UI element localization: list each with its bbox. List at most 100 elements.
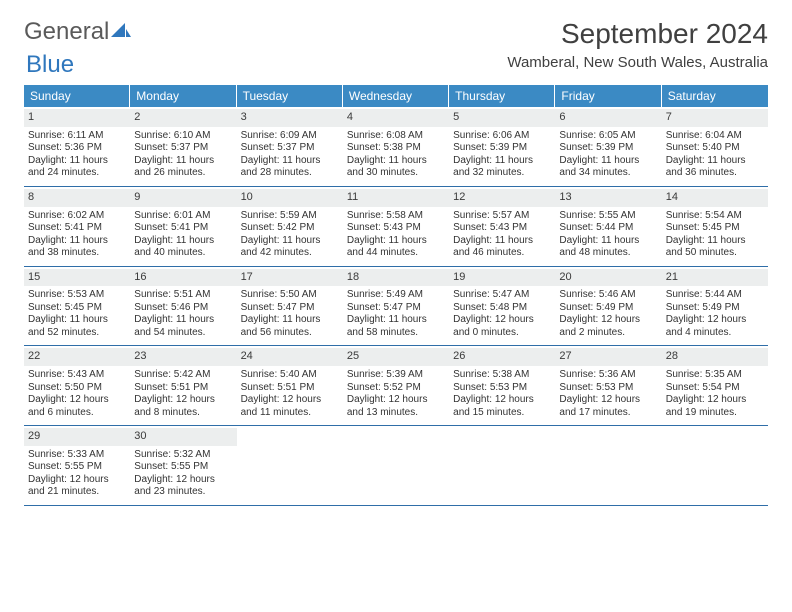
daylight-line: and 54 minutes. (134, 327, 232, 340)
calendar: Sunday Monday Tuesday Wednesday Thursday… (24, 85, 768, 506)
day-number: 6 (555, 109, 661, 127)
daylight-line: and 21 minutes. (28, 486, 126, 499)
week-row: 22Sunrise: 5:43 AMSunset: 5:50 PMDayligh… (24, 346, 768, 426)
sunset-line: Sunset: 5:43 PM (453, 222, 551, 235)
sunrise-line: Sunrise: 6:10 AM (134, 130, 232, 143)
sunset-line: Sunset: 5:52 PM (347, 382, 445, 395)
daylight-line: Daylight: 12 hours (28, 474, 126, 487)
sunrise-line: Sunrise: 6:06 AM (453, 130, 551, 143)
day-number: 21 (662, 269, 768, 287)
daylight-line: Daylight: 11 hours (347, 235, 445, 248)
day-number: 29 (24, 428, 130, 446)
brand-part2: Blue (26, 51, 74, 78)
daylight-line: Daylight: 12 hours (559, 314, 657, 327)
day-cell: 6Sunrise: 6:05 AMSunset: 5:39 PMDaylight… (555, 107, 661, 186)
day-number: 7 (662, 109, 768, 127)
daylight-line: Daylight: 11 hours (453, 155, 551, 168)
sunrise-line: Sunrise: 5:47 AM (453, 289, 551, 302)
sunset-line: Sunset: 5:38 PM (347, 142, 445, 155)
daylight-line: and 36 minutes. (666, 167, 764, 180)
sunset-line: Sunset: 5:48 PM (453, 302, 551, 315)
day-cell: 5Sunrise: 6:06 AMSunset: 5:39 PMDaylight… (449, 107, 555, 186)
day-number: 22 (24, 348, 130, 366)
sunset-line: Sunset: 5:51 PM (134, 382, 232, 395)
day-cell: 22Sunrise: 5:43 AMSunset: 5:50 PMDayligh… (24, 346, 130, 425)
brand-logo: General (24, 18, 133, 46)
daylight-line: and 58 minutes. (347, 327, 445, 340)
sunrise-line: Sunrise: 5:54 AM (666, 210, 764, 223)
sunset-line: Sunset: 5:53 PM (559, 382, 657, 395)
sunrise-line: Sunrise: 6:01 AM (134, 210, 232, 223)
daylight-line: Daylight: 12 hours (28, 394, 126, 407)
location: Wamberal, New South Wales, Australia (507, 54, 768, 71)
day-cell: 12Sunrise: 5:57 AMSunset: 5:43 PMDayligh… (449, 187, 555, 266)
day-cell (343, 426, 449, 505)
daylight-line: and 26 minutes. (134, 167, 232, 180)
brand-part1: General (24, 18, 109, 46)
daylight-line: Daylight: 11 hours (347, 314, 445, 327)
day-cell (449, 426, 555, 505)
daylight-line: and 56 minutes. (241, 327, 339, 340)
sunset-line: Sunset: 5:42 PM (241, 222, 339, 235)
sunset-line: Sunset: 5:53 PM (453, 382, 551, 395)
day-cell: 27Sunrise: 5:36 AMSunset: 5:53 PMDayligh… (555, 346, 661, 425)
day-cell: 11Sunrise: 5:58 AMSunset: 5:43 PMDayligh… (343, 187, 449, 266)
daylight-line: Daylight: 12 hours (347, 394, 445, 407)
sunrise-line: Sunrise: 6:04 AM (666, 130, 764, 143)
sunrise-line: Sunrise: 5:58 AM (347, 210, 445, 223)
sunrise-line: Sunrise: 5:53 AM (28, 289, 126, 302)
day-number: 30 (130, 428, 236, 446)
sunrise-line: Sunrise: 5:49 AM (347, 289, 445, 302)
day-number: 26 (449, 348, 555, 366)
daylight-line: and 52 minutes. (28, 327, 126, 340)
daylight-line: Daylight: 11 hours (134, 235, 232, 248)
daylight-line: and 32 minutes. (453, 167, 551, 180)
daylight-line: and 44 minutes. (347, 247, 445, 260)
dayhead-fri: Friday (555, 85, 661, 107)
daylight-line: Daylight: 12 hours (241, 394, 339, 407)
sunset-line: Sunset: 5:47 PM (347, 302, 445, 315)
sunset-line: Sunset: 5:51 PM (241, 382, 339, 395)
sunset-line: Sunset: 5:49 PM (559, 302, 657, 315)
day-cell: 2Sunrise: 6:10 AMSunset: 5:37 PMDaylight… (130, 107, 236, 186)
sunset-line: Sunset: 5:37 PM (241, 142, 339, 155)
daylight-line: Daylight: 11 hours (559, 155, 657, 168)
daylight-line: Daylight: 11 hours (453, 235, 551, 248)
day-number: 19 (449, 269, 555, 287)
daylight-line: and 13 minutes. (347, 407, 445, 420)
daylight-line: and 38 minutes. (28, 247, 126, 260)
sunrise-line: Sunrise: 6:08 AM (347, 130, 445, 143)
sunrise-line: Sunrise: 5:55 AM (559, 210, 657, 223)
day-cell (662, 426, 768, 505)
day-number: 11 (343, 189, 449, 207)
sunrise-line: Sunrise: 5:59 AM (241, 210, 339, 223)
day-number: 5 (449, 109, 555, 127)
day-number: 10 (237, 189, 343, 207)
sunset-line: Sunset: 5:45 PM (666, 222, 764, 235)
day-cell: 17Sunrise: 5:50 AMSunset: 5:47 PMDayligh… (237, 267, 343, 346)
sunrise-line: Sunrise: 5:32 AM (134, 449, 232, 462)
sunrise-line: Sunrise: 5:42 AM (134, 369, 232, 382)
day-cell: 3Sunrise: 6:09 AMSunset: 5:37 PMDaylight… (237, 107, 343, 186)
day-number: 16 (130, 269, 236, 287)
day-number: 1 (24, 109, 130, 127)
daylight-line: and 30 minutes. (347, 167, 445, 180)
daylight-line: and 11 minutes. (241, 407, 339, 420)
daylight-line: Daylight: 11 hours (134, 155, 232, 168)
daylight-line: and 8 minutes. (134, 407, 232, 420)
daylight-line: Daylight: 11 hours (241, 314, 339, 327)
sunset-line: Sunset: 5:47 PM (241, 302, 339, 315)
sunset-line: Sunset: 5:41 PM (134, 222, 232, 235)
daylight-line: Daylight: 12 hours (559, 394, 657, 407)
title-block: September 2024 Wamberal, New South Wales… (507, 18, 768, 71)
day-number: 25 (343, 348, 449, 366)
day-cell (237, 426, 343, 505)
week-row: 29Sunrise: 5:33 AMSunset: 5:55 PMDayligh… (24, 426, 768, 506)
sunset-line: Sunset: 5:45 PM (28, 302, 126, 315)
sunset-line: Sunset: 5:46 PM (134, 302, 232, 315)
daylight-line: Daylight: 12 hours (134, 394, 232, 407)
day-number: 2 (130, 109, 236, 127)
daylight-line: and 24 minutes. (28, 167, 126, 180)
weeks-container: 1Sunrise: 6:11 AMSunset: 5:36 PMDaylight… (24, 107, 768, 506)
day-cell: 20Sunrise: 5:46 AMSunset: 5:49 PMDayligh… (555, 267, 661, 346)
